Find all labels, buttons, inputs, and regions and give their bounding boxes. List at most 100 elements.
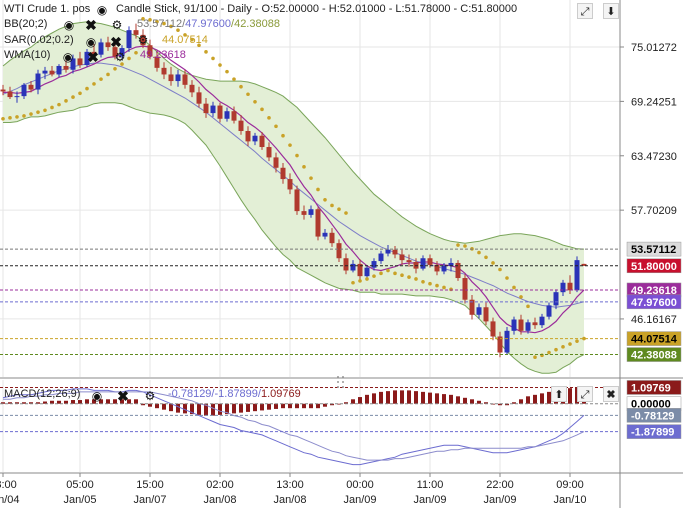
macd-histogram-bar	[393, 390, 397, 404]
eye-icon[interactable]: ◉	[91, 389, 103, 403]
macd-histogram-bar	[50, 400, 54, 404]
macd-histogram-bar	[15, 402, 19, 404]
candle	[35, 69, 41, 95]
macd-histogram-bar	[8, 402, 12, 404]
candle-body	[35, 73, 41, 90]
close-icon[interactable]: ✖	[87, 49, 99, 65]
grip-dot	[342, 386, 344, 388]
sar-dot	[1, 116, 5, 121]
close-icon[interactable]: ✖	[117, 388, 129, 404]
sar-dot	[85, 86, 89, 91]
sar-dot	[197, 43, 201, 48]
sar-dot	[400, 273, 404, 278]
price-tag-bg	[626, 241, 682, 257]
candle-body	[364, 267, 370, 277]
candle-body	[280, 167, 286, 180]
eye-icon[interactable]: ◉	[96, 3, 108, 17]
expand-icon[interactable]: ⤢	[577, 386, 593, 402]
candle-body	[63, 65, 69, 70]
macd-histogram-bar	[316, 403, 320, 409]
y-tick-label: 69.24251	[631, 96, 677, 108]
candle-body	[91, 51, 97, 55]
macd-histogram-bar	[470, 399, 474, 404]
candle	[63, 60, 69, 73]
expand-icon[interactable]: ⤢	[577, 3, 593, 19]
eye-icon[interactable]: ◉	[85, 35, 97, 49]
sar-dot	[526, 304, 530, 309]
candle-body	[420, 258, 426, 269]
candle	[126, 26, 132, 52]
macd-histogram-bar	[344, 402, 348, 404]
macd-histogram-bar	[379, 391, 383, 404]
x-tick-time: 18:00	[0, 479, 17, 491]
sar-dot	[190, 37, 194, 42]
sar-dot	[505, 276, 509, 280]
macd-line	[2, 388, 585, 466]
macd-histogram-bar	[169, 403, 173, 412]
candle-body	[539, 316, 545, 326]
price-tag-label: 44.07514	[631, 334, 678, 346]
sar-dot	[547, 350, 551, 355]
sar-dot	[463, 244, 467, 248]
close-icon[interactable]: ✖	[85, 17, 97, 33]
candle-body	[336, 243, 342, 259]
sar-dot	[260, 107, 264, 112]
candle	[168, 66, 174, 86]
gear-icon[interactable]: ⚙	[114, 50, 126, 64]
candle-body	[553, 292, 559, 306]
candle	[77, 51, 83, 68]
candle	[490, 317, 496, 341]
sar-dot	[155, 19, 159, 24]
sar-dot	[50, 105, 54, 110]
gear-icon[interactable]: ⚙	[144, 389, 156, 403]
close-icon[interactable]: ✖	[603, 386, 619, 402]
macd-histogram-bar	[323, 403, 327, 407]
sar-dot	[337, 207, 341, 212]
close-icon[interactable]: ✖	[110, 34, 122, 50]
candle	[217, 102, 223, 123]
candle	[301, 205, 307, 220]
macd-histogram-bar	[148, 403, 152, 407]
macd-histogram-bar	[533, 394, 537, 404]
candle-body	[581, 263, 587, 266]
candle-body	[119, 48, 125, 57]
candle-body	[175, 74, 181, 82]
sar-dot	[120, 62, 124, 66]
eye-icon[interactable]: ◉	[62, 50, 74, 64]
candle	[441, 262, 447, 275]
candle	[252, 132, 258, 146]
candle	[70, 54, 76, 74]
candle-body	[504, 330, 510, 353]
gear-icon[interactable]: ⚙	[137, 33, 149, 47]
candle-body	[294, 189, 300, 212]
macd-histogram-bar	[463, 397, 467, 404]
eye-icon[interactable]: ◉	[63, 18, 75, 32]
x-tick-time: 13:00	[276, 479, 304, 491]
macd-histogram-bar	[232, 403, 236, 414]
candle-body	[378, 253, 384, 262]
sar-dot	[393, 271, 397, 276]
candle-body	[322, 232, 328, 237]
macd-histogram-bar	[120, 399, 124, 404]
macd-histogram-bar	[309, 403, 313, 409]
arrow-up-icon[interactable]: ⬆	[551, 386, 567, 402]
arrow-down-icon[interactable]: ⬇	[603, 3, 619, 19]
macd-histogram-bar	[155, 403, 159, 409]
sar-dot	[379, 271, 383, 276]
indicator-name: MACD(12;26;9)	[4, 388, 81, 400]
macd-histogram-bar	[218, 403, 222, 415]
candle	[357, 259, 363, 280]
candle	[553, 289, 559, 310]
candle-body	[21, 84, 27, 97]
candle-info-text: Candle Stick, 91/100 - Daily - O:52.0000…	[116, 3, 518, 15]
macd-histogram-bar	[442, 394, 446, 404]
signal-value: -1.87899/	[214, 388, 261, 400]
x-tick-time: 09:00	[556, 479, 584, 491]
sar-dot	[568, 342, 572, 346]
price-tag-bg	[626, 294, 682, 310]
price-tag-label: 47.97600	[631, 297, 677, 309]
gear-icon[interactable]: ⚙	[111, 18, 123, 32]
sar-dot	[435, 283, 439, 288]
sar-dot	[407, 275, 411, 279]
